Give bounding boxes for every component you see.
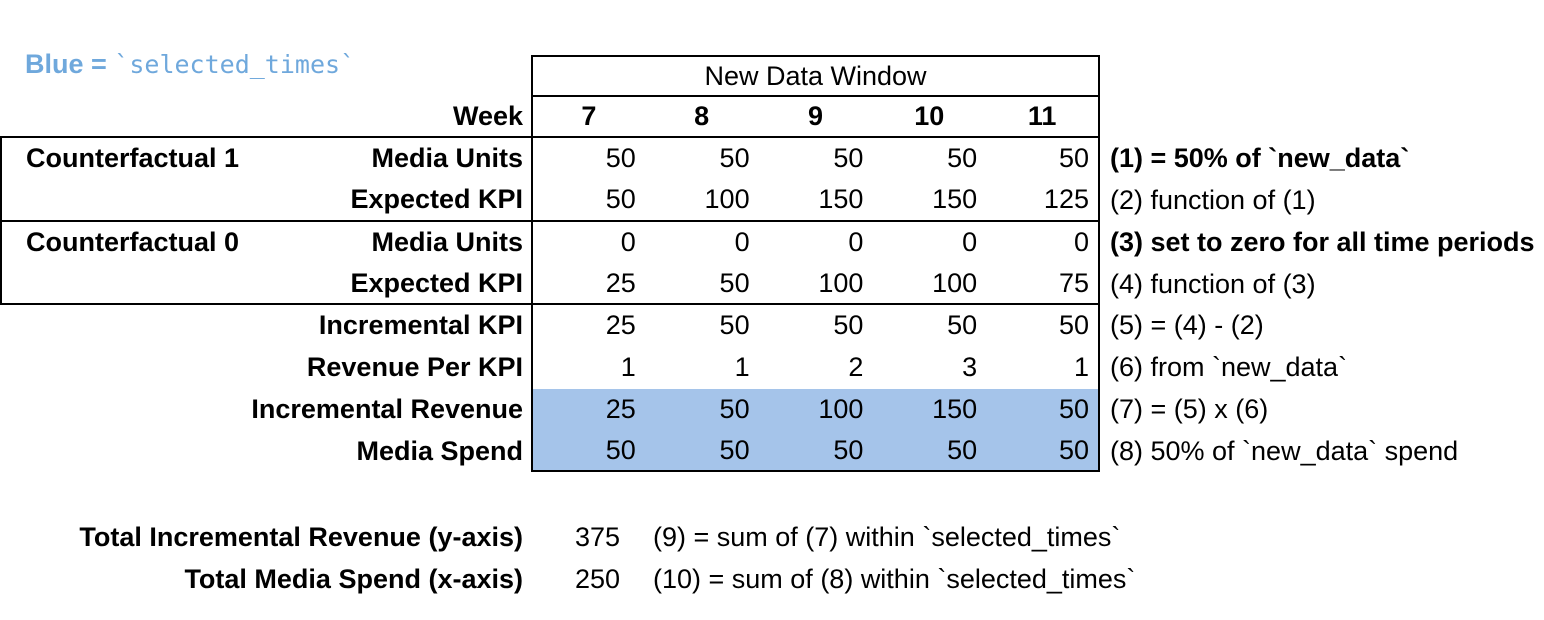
value-cell: 0 bbox=[986, 221, 1100, 264]
value-cell: 75 bbox=[986, 263, 1100, 305]
incremental-revenue-label: Incremental Revenue bbox=[251, 393, 523, 424]
total-incremental-revenue-row: Total Incremental Revenue (y-axis) 375 (… bbox=[0, 516, 1544, 558]
total-media-spend-row: Total Media Spend (x-axis) 250 (10) = su… bbox=[0, 558, 1544, 600]
value-cell: 50 bbox=[986, 305, 1100, 347]
value-cell: 150 bbox=[758, 180, 873, 222]
value-cell: 125 bbox=[986, 179, 1100, 222]
annotation-9: (9) = sum of (7) within `selected_times` bbox=[653, 521, 1121, 552]
value-cell: 50 bbox=[531, 138, 645, 180]
totals-summary: Total Incremental Revenue (y-axis) 375 (… bbox=[0, 516, 1544, 600]
week-cell: 11 bbox=[986, 97, 1100, 138]
value-cell-highlighted: 50 bbox=[644, 430, 759, 472]
blue-legend: Blue = `selected_times` bbox=[10, 18, 355, 80]
value-cell-highlighted: 25 bbox=[531, 388, 645, 431]
value-cell-highlighted: 50 bbox=[758, 430, 873, 472]
week-cell: 8 bbox=[644, 97, 759, 138]
media-units-label: Media Units bbox=[371, 143, 523, 174]
legend-prefix: Blue = bbox=[25, 49, 115, 79]
value-cell: 50 bbox=[947, 310, 978, 341]
row-label-cell: Media Spend bbox=[0, 430, 531, 472]
value-cell: 0 bbox=[848, 226, 864, 257]
revenue-per-kpi-label: Revenue Per KPI bbox=[306, 352, 523, 383]
annotation-10: (10) = sum of (8) within `selected_times… bbox=[653, 563, 1136, 594]
value-cell: 100 bbox=[872, 263, 987, 305]
value-cell: 150 bbox=[872, 180, 987, 222]
value-cell-highlighted: 50 bbox=[986, 430, 1100, 472]
week-label-cell: Week bbox=[0, 97, 531, 138]
value-cell: 50 bbox=[833, 143, 864, 174]
calculation-table: New Data Window Week 7 8 9 10 11 Counter… bbox=[0, 55, 1544, 472]
row-label-cell: Expected KPI bbox=[0, 179, 531, 222]
incremental-kpi-label: Incremental KPI bbox=[318, 310, 523, 341]
media-spend-label: Media Spend bbox=[356, 435, 523, 466]
annotation-7: (7) = (5) x (6) bbox=[1109, 393, 1269, 424]
expected-kpi-label: Expected KPI bbox=[350, 267, 523, 298]
value-cell: 1 bbox=[734, 352, 750, 383]
spacer bbox=[1100, 97, 1544, 138]
row-label-cell: Counterfactual 1 Media Units bbox=[0, 138, 531, 180]
value-cell: 1 bbox=[986, 346, 1100, 389]
value-cell: 50 bbox=[719, 143, 750, 174]
value-cell: 100 bbox=[758, 263, 873, 305]
annotation-5: (5) = (4) - (2) bbox=[1109, 310, 1264, 341]
expected-kpi-label: Expected KPI bbox=[350, 184, 523, 215]
spacer bbox=[1100, 55, 1544, 97]
value-cell-highlighted: 50 bbox=[531, 430, 645, 472]
value-cell: 50 bbox=[947, 143, 978, 174]
spacer bbox=[0, 55, 531, 97]
total-media-spend-value: 250 bbox=[575, 563, 621, 594]
week-cell: 9 bbox=[758, 97, 873, 138]
annotation-3: (3) set to zero for all time periods bbox=[1109, 226, 1535, 257]
annotation-2: (2) function of (1) bbox=[1109, 185, 1316, 216]
total-incremental-revenue-value: 375 bbox=[575, 521, 621, 552]
week-cell: 7 bbox=[531, 97, 645, 138]
value-cell: 25 bbox=[531, 263, 645, 305]
counterfactual-1-label: Counterfactual 1 bbox=[26, 143, 240, 174]
total-media-spend-label: Total Media Spend (x-axis) bbox=[184, 563, 523, 594]
value-cell: 25 bbox=[531, 305, 645, 347]
row-label-cell: Expected KPI bbox=[0, 263, 531, 305]
value-cell-highlighted: 50 bbox=[644, 388, 759, 431]
row-label-cell: Revenue Per KPI bbox=[0, 347, 531, 389]
counterfactual-0-label: Counterfactual 0 bbox=[26, 226, 240, 257]
row-label-cell: Counterfactual 0 Media Units bbox=[0, 221, 531, 264]
value-cell-highlighted: 150 bbox=[872, 388, 987, 431]
annotation-1: (1) = 50% of `new_data` bbox=[1109, 143, 1410, 174]
value-cell: 3 bbox=[962, 352, 978, 383]
value-cell: 0 bbox=[962, 226, 978, 257]
week-label: Week bbox=[452, 101, 523, 131]
value-cell: 50 bbox=[531, 179, 645, 222]
total-incremental-revenue-label: Total Incremental Revenue (y-axis) bbox=[79, 521, 523, 552]
value-cell: 50 bbox=[719, 310, 750, 341]
value-cell-highlighted: 100 bbox=[758, 388, 873, 431]
value-cell: 50 bbox=[833, 310, 864, 341]
value-cell-highlighted: 50 bbox=[872, 430, 987, 472]
row-label-cell: Incremental Revenue bbox=[0, 389, 531, 431]
annotation-8: (8) 50% of `new_data` spend bbox=[1109, 435, 1459, 466]
annotation-6: (6) from `new_data` bbox=[1109, 352, 1348, 383]
annotation-4: (4) function of (3) bbox=[1109, 268, 1316, 299]
media-units-label: Media Units bbox=[371, 226, 523, 257]
value-cell: 100 bbox=[644, 180, 759, 222]
new-data-window-header: New Data Window bbox=[531, 55, 1100, 97]
row-label-cell: Incremental KPI bbox=[0, 305, 531, 347]
value-cell: 50 bbox=[644, 263, 759, 305]
value-cell: 50 bbox=[986, 138, 1100, 180]
legend-code-selected-times: `selected_times` bbox=[114, 50, 356, 79]
value-cell: 2 bbox=[848, 352, 864, 383]
value-cell: 0 bbox=[531, 221, 645, 264]
value-cell: 0 bbox=[734, 226, 750, 257]
value-cell: 1 bbox=[531, 346, 645, 389]
week-cell: 10 bbox=[872, 97, 987, 138]
value-cell-highlighted: 50 bbox=[986, 388, 1100, 431]
